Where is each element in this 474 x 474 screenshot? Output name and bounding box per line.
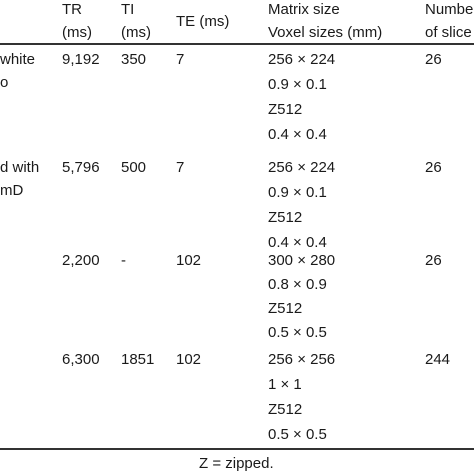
row4-zip: Z512 [268, 401, 303, 418]
row2-ti: 500 [121, 159, 147, 176]
row1-tr: 9,192 [62, 51, 100, 68]
row2-zip-voxel: 0.4 × 0.4 [268, 234, 327, 251]
row1-te: 7 [176, 51, 185, 68]
row3-matrix: 300 × 280 [268, 252, 336, 269]
row2-zip: Z512 [268, 209, 303, 226]
row3-zip: Z512 [268, 300, 303, 317]
row2-voxel: 0.9 × 0.1 [268, 184, 327, 201]
header-voxel: Voxel sizes (mm) [268, 24, 383, 41]
row2-label-line2: mD [0, 182, 24, 199]
row4-voxel: 1 × 1 [268, 376, 302, 393]
header-rule [0, 43, 474, 45]
row1-voxel: 0.9 × 0.1 [268, 76, 327, 93]
row2-slices: 26 [425, 159, 442, 176]
header-ti: TI [121, 1, 135, 18]
row1-slices: 26 [425, 51, 442, 68]
row1-zip: Z512 [268, 101, 303, 118]
row3-te: 102 [176, 252, 202, 269]
row2-matrix: 256 × 224 [268, 159, 336, 176]
row1-label-line2: o [0, 74, 9, 91]
header-tr-unit: (ms) [62, 24, 92, 41]
header-matrix: Matrix size [268, 1, 340, 18]
row4-slices: 244 [425, 351, 451, 368]
header-tr: TR [62, 1, 82, 18]
row4-zip-voxel: 0.5 × 0.5 [268, 426, 327, 443]
row2-tr: 5,796 [62, 159, 100, 176]
header-ti-unit: (ms) [121, 24, 151, 41]
row3-voxel: 0.8 × 0.9 [268, 276, 327, 293]
row3-tr: 2,200 [62, 252, 100, 269]
row4-tr: 6,300 [62, 351, 100, 368]
row4-matrix: 256 × 256 [268, 351, 336, 368]
row1-ti: 350 [121, 51, 147, 68]
row1-matrix: 256 × 224 [268, 51, 336, 68]
header-slices-2: of slice [425, 24, 472, 41]
bottom-rule [0, 448, 474, 450]
row1-zip-voxel: 0.4 × 0.4 [268, 126, 327, 143]
row1-label-line1: white [0, 51, 36, 68]
row2-label-line1: d with [0, 159, 40, 176]
row4-ti: 1851 [121, 351, 155, 368]
footnote: Z = zipped. [199, 455, 274, 472]
header-slices: Numbe [425, 1, 474, 18]
row3-slices: 26 [425, 252, 442, 269]
row2-te: 7 [176, 159, 185, 176]
row3-ti: - [121, 252, 126, 269]
row3-zip-voxel: 0.5 × 0.5 [268, 324, 327, 341]
header-te: TE (ms) [176, 13, 230, 30]
row4-te: 102 [176, 351, 202, 368]
